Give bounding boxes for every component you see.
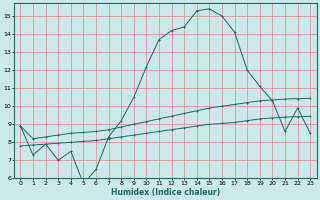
- X-axis label: Humidex (Indice chaleur): Humidex (Indice chaleur): [111, 188, 220, 197]
